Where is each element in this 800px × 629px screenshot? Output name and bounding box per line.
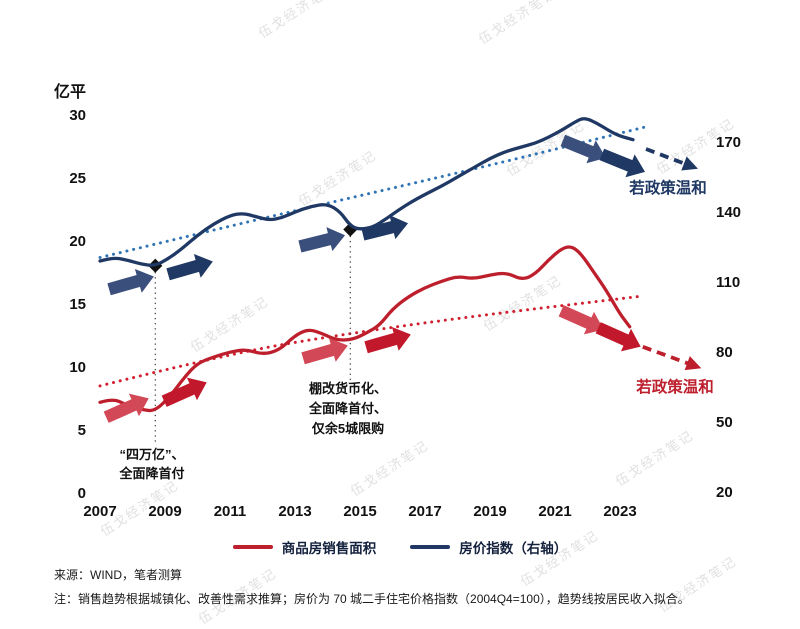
year-tick-label: 2023 [603, 503, 636, 520]
sales-projection-arrow-head [684, 356, 702, 371]
year-tick-label: 2019 [473, 503, 506, 520]
legend-label-price-index: 房价指数（右轴） [459, 541, 568, 556]
price-index-line-swatch [410, 545, 451, 549]
block-arrow [103, 393, 149, 423]
left-axis-tick-label: 25 [69, 170, 86, 187]
right-axis-tick-label: 170 [716, 134, 741, 151]
year-tick-label: 2015 [343, 503, 376, 520]
policy-annotation-anno-2015: 棚改货币化、 [309, 381, 387, 396]
block-arrow [599, 148, 646, 178]
projection-label: 若政策温和 [635, 377, 714, 396]
left-axis-tick-label: 10 [69, 359, 86, 376]
watermark-text: 伍戈经济笔记 [256, 0, 340, 41]
right-axis-tick-label: 80 [716, 344, 733, 361]
left-axis-tick-label: 30 [69, 107, 86, 124]
policy-annotation-anno-2015: 仅余5城限购 [311, 421, 384, 436]
year-tick-label: 2007 [83, 503, 116, 520]
right-axis-tick-label: 110 [716, 274, 740, 291]
price-projection-arrow-head [681, 156, 698, 171]
watermark-text: 伍戈经济笔记 [613, 427, 697, 489]
block-arrow [595, 322, 641, 352]
watermark-text: 伍戈经济笔记 [481, 272, 565, 334]
legend: 商品房销售面积 房价指数（右轴） [0, 537, 800, 557]
projection-label: 若政策温和 [628, 178, 707, 197]
block-arrow [364, 327, 411, 354]
left-axis-tick-label: 15 [69, 296, 86, 313]
block-arrow [301, 338, 348, 365]
policy-annotation-anno-2015: 全面降首付、 [308, 401, 387, 416]
watermark-text: 伍戈经济笔记 [188, 293, 272, 355]
sales-line-swatch [232, 545, 273, 549]
methodology-note: 注：销售趋势根据城镇化、改善性需求推算；房价为 70 城二手住宅价格指数（200… [54, 592, 690, 606]
right-axis-tick-label: 20 [716, 484, 733, 501]
source-note: 来源：WIND，笔者测算 [54, 568, 182, 582]
year-tick-label: 2009 [148, 503, 181, 520]
year-tick-label: 2013 [278, 503, 311, 520]
policy-annotation-anno-2009: 全面降首付 [118, 466, 184, 481]
policy-annotation-anno-2009: “四万亿”、 [119, 447, 184, 462]
price-trend-line [98, 125, 648, 259]
watermark-text: 伍戈经济笔记 [296, 147, 380, 209]
left-axis-unit-label: 亿平 [54, 84, 87, 101]
left-axis-tick-label: 0 [78, 485, 86, 502]
legend-label-sales: 商品房销售面积 [281, 541, 377, 556]
year-tick-label: 2021 [538, 503, 571, 520]
block-arrow [298, 227, 346, 253]
price-projection-arrow [645, 147, 690, 168]
sales-projection-arrow [642, 345, 693, 367]
watermark-text: 伍戈经济笔记 [476, 0, 560, 47]
block-arrow [560, 134, 607, 164]
year-tick-label: 2017 [408, 503, 441, 520]
block-arrow [361, 215, 409, 241]
left-axis-tick-label: 20 [69, 233, 86, 250]
block-arrow [161, 377, 207, 407]
year-tick-label: 2011 [214, 503, 247, 520]
right-axis-tick-label: 140 [716, 204, 741, 221]
legend-item-price-index: 房价指数（右轴） [410, 537, 567, 557]
block-arrow [107, 269, 154, 296]
sales-trend-line [98, 294, 641, 388]
watermark-text: 伍戈经济笔记 [348, 437, 432, 499]
left-axis-tick-label: 5 [78, 422, 86, 439]
block-arrow [558, 305, 604, 335]
right-axis-tick-label: 50 [716, 414, 733, 431]
sales-line [98, 245, 632, 413]
legend-item-sales: 商品房销售面积 [232, 537, 377, 557]
block-arrow [166, 254, 213, 281]
